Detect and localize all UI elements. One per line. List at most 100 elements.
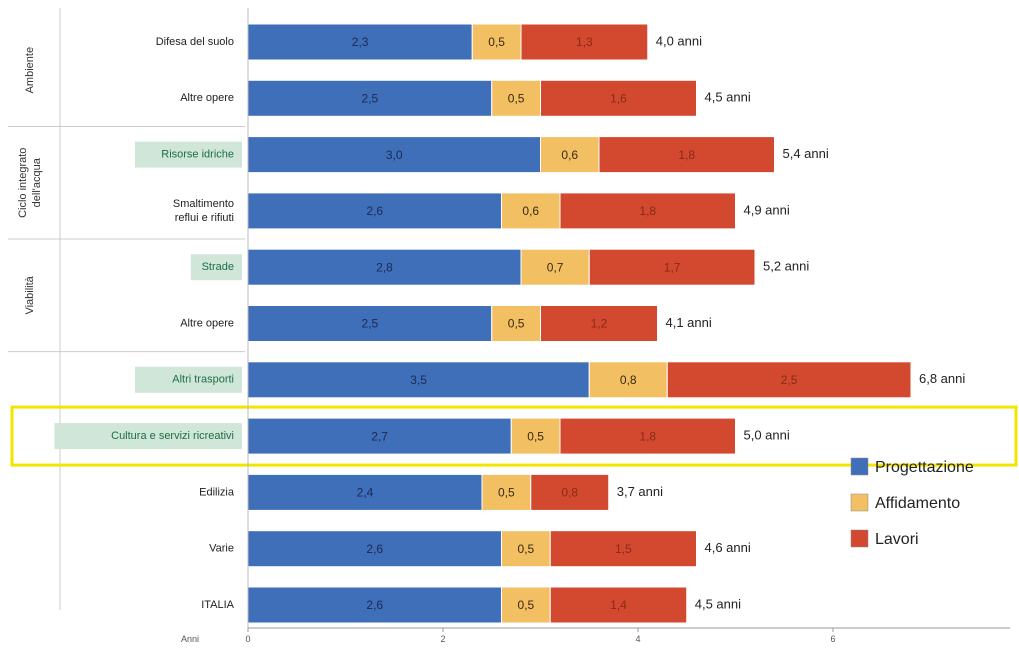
bar-progettazione [247,23,473,61]
bar-lavori [520,23,649,61]
total-label: 4,5 anni [695,596,741,611]
bar-lavori [559,192,736,230]
legend-swatch-progettazione [850,457,869,476]
segment-value-label: 2,5 [781,373,798,387]
total-label: 4,9 anni [744,202,790,217]
segment-value-label: 0,5 [527,429,544,443]
bar-progettazione [247,361,590,399]
x-axis-title: Anni [181,634,199,644]
segment-value-label: 1,2 [591,317,608,331]
highlight-box [10,405,1018,467]
legend-label: Lavori [875,531,919,548]
category-label: Varie [209,543,234,555]
segment-value-label: 1,8 [678,148,695,162]
category-highlight-bg [135,141,242,168]
category-label: Edilizia [199,486,235,498]
segment-value-label: 0,8 [561,486,578,500]
x-tick-label: 6 [830,634,835,644]
segment-value-label: 0,5 [508,91,525,105]
segment-value-label: 2,5 [362,317,379,331]
bar-lavori [559,417,736,455]
legend-swatch-lavori [850,529,869,548]
total-label: 5,2 anni [763,259,809,274]
segment-value-label: 2,8 [376,260,393,274]
bar-lavori [540,305,658,342]
legend-swatch-affidamento [850,493,869,512]
bar-progettazione [247,192,502,230]
x-tick-label: 2 [440,634,445,644]
bar-lavori [540,79,697,117]
segment-value-label: 1,8 [639,204,656,218]
bar-progettazione [247,586,502,624]
category-label: Strade [202,261,234,273]
segment-value-label: 1,8 [639,429,656,443]
bar-progettazione [247,473,483,511]
category-label: Altre opere [180,317,234,329]
bar-affidamento [501,586,551,624]
segment-value-label: 3,5 [410,373,427,387]
segment-value-label: 0,5 [498,486,515,500]
bar-affidamento [471,23,522,61]
segment-value-label: 2,3 [352,35,369,49]
category-label: Smaltimento [173,198,234,210]
segment-value-label: 1,6 [610,91,627,105]
x-tick-label: 4 [635,634,640,644]
group-label: Ambiente [24,47,36,93]
segment-value-label: 0,6 [561,148,578,162]
category-label: Altri trasporti [172,374,234,386]
bar-lavori [549,586,688,624]
total-label: 4,0 anni [656,33,702,48]
segment-value-label: 2,6 [366,542,383,556]
category-highlight-bg [190,254,242,281]
category-label: reflui e rifiuti [175,212,234,224]
group-label: Viabilità [24,275,36,314]
total-label: 6,8 anni [919,371,965,386]
x-tick-label: 0 [245,634,250,644]
legend-label: Progettazione [875,459,974,476]
total-label: 5,4 anni [783,146,829,161]
bar-affidamento [540,136,600,174]
bar-lavori [666,361,912,399]
group-label: dell'acqua [31,157,43,207]
segment-value-label: 2,4 [357,486,374,500]
segment-value-label: 0,8 [620,373,637,387]
bar-progettazione [247,305,493,342]
category-label: Altre opere [180,92,234,104]
total-label: 4,6 anni [705,540,751,555]
bar-affidamento [491,79,541,117]
category-label: Difesa del suolo [156,36,234,48]
segment-value-label: 0,5 [508,317,525,331]
bar-lavori [588,248,756,286]
segment-value-label: 0,5 [518,542,535,556]
bar-lavori [549,530,697,568]
total-label: 3,7 anni [617,484,663,499]
category-highlight-bg [135,366,242,393]
total-label: 5,0 anni [744,428,790,443]
group-label: Ciclo integrato [17,148,29,218]
category-label: ITALIA [201,599,234,611]
bar-affidamento [520,248,590,286]
segment-value-label: 0,5 [488,35,505,49]
category-label: Risorse idriche [161,149,234,161]
legend-label: Affidamento [875,495,960,512]
segment-value-label: 1,5 [615,542,632,556]
segment-value-label: 0,6 [522,204,539,218]
total-label: 4,5 anni [705,90,751,105]
bar-affidamento [491,305,541,342]
total-label: 4,1 anni [666,315,712,330]
segment-value-label: 2,6 [366,204,383,218]
segment-value-label: 0,5 [518,598,535,612]
category-label: Cultura e servizi ricreativi [111,430,234,442]
segment-value-label: 0,7 [547,260,564,274]
segment-value-label: 2,7 [371,429,388,443]
bar-lavori [598,136,775,174]
segment-value-label: 1,3 [576,35,593,49]
bar-affidamento [510,417,561,455]
segment-value-label: 2,5 [362,91,379,105]
segment-value-label: 1,4 [610,598,627,612]
segment-value-label: 1,7 [664,260,681,274]
bar-lavori [530,473,610,511]
category-highlight-bg [54,423,243,450]
